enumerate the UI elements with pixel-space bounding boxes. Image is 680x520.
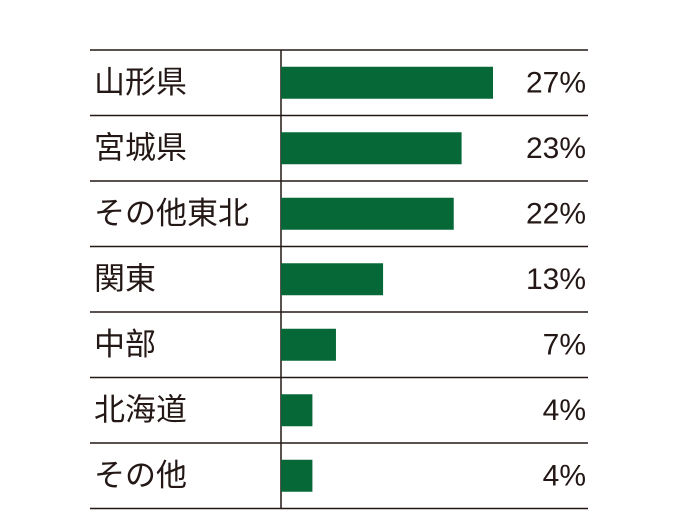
category-label: 関東 [94,261,156,297]
bar [281,459,313,492]
row-dividers [90,49,588,510]
bar [281,132,462,165]
value-labels: 27% 23% 22% 13% 7% 4% 4% [526,66,586,492]
value-label: 4% [543,459,586,492]
value-label: 23% [526,132,586,165]
value-label: 13% [526,263,586,296]
category-label: その他 [94,458,187,494]
value-label: 4% [543,394,586,427]
bars [281,66,493,492]
bar [281,197,454,230]
bar [281,263,384,296]
category-label: その他東北 [94,196,249,232]
bar [281,394,313,427]
value-label: 7% [543,328,586,361]
value-label: 22% [526,197,586,230]
bar [281,328,336,361]
category-label: 宮城県 [94,130,187,166]
category-label: 山形県 [94,65,187,101]
category-label: 北海道 [94,392,187,428]
bar [281,66,493,99]
value-label: 27% [526,66,586,99]
category-label: 中部 [94,327,156,363]
